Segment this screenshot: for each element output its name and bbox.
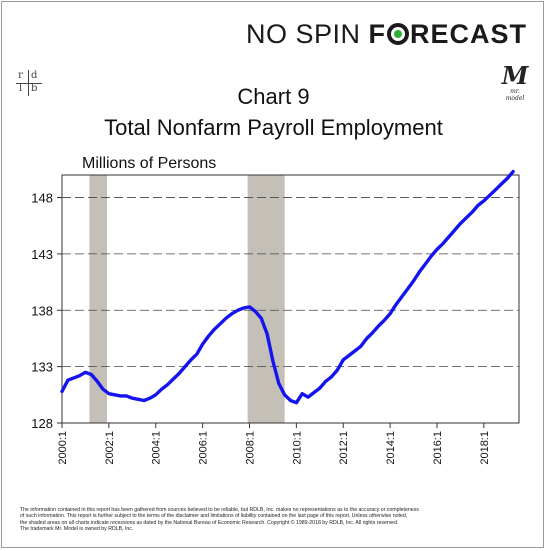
target-icon (387, 23, 410, 45)
y-tick-label: 148 (31, 191, 53, 206)
x-tick-label: 2004:1 (151, 431, 163, 465)
x-tick-label: 2006:1 (198, 431, 210, 465)
series-line-payroll (60, 169, 515, 405)
disclaimer: The information contained in this report… (20, 507, 532, 533)
rdlb-l: l (19, 83, 23, 94)
x-tick-label: 2008:1 (244, 431, 256, 465)
y-tick-label: 143 (31, 247, 53, 262)
y-ticks: 128 133 138 143 148 (31, 191, 62, 431)
x-tick-label: 2000:1 (57, 431, 69, 465)
disclaimer-line: of such information. This report is furt… (20, 513, 408, 520)
x-tick-label: 2016:1 (432, 431, 444, 465)
x-ticks: 2000:1 2002:1 2004:1 2006:1 2008:1 2010:1 2012… (57, 423, 491, 465)
recession-band (89, 175, 107, 423)
rdlb-logo-icon: r d l b (16, 70, 42, 96)
grid-lines (62, 197, 519, 368)
mr-model-logo-icon: M mr. model (500, 61, 530, 103)
brand-part2: F RECAST (369, 19, 528, 49)
rdlb-r: r (18, 70, 23, 81)
brand-logo: NO SPIN F RECAST (246, 19, 527, 59)
recession-shading (89, 175, 285, 423)
chart-subtitle: Total Nonfarm Payroll Employment (104, 115, 443, 140)
y-tick-label: 138 (31, 303, 53, 318)
chart-title: Chart 9 (237, 84, 310, 109)
disclaimer-line: the shaded areas on all charts indicate … (20, 519, 399, 526)
plot-border (61, 174, 520, 424)
rdlb-b: b (31, 83, 38, 94)
x-tick-label: 2018:1 (479, 431, 491, 465)
brand-part2-pre: F (368, 19, 387, 49)
x-tick-label: 2014:1 (385, 431, 397, 465)
x-tick-label: 2012:1 (338, 431, 350, 465)
mr-model-mark: M (501, 61, 529, 90)
y-tick-label: 128 (31, 416, 53, 431)
brand-part1: NO SPIN (246, 19, 361, 49)
y-tick-label: 133 (31, 360, 53, 375)
disclaimer-line: The information contained in this report… (20, 507, 419, 513)
x-tick-label: 2002:1 (104, 431, 116, 465)
disclaimer-line: The trademark Mr. Model is owned by RDLB… (20, 526, 134, 533)
mr-model-text: mr. model (505, 88, 525, 102)
rdlb-d: d (31, 70, 38, 81)
x-tick-label: 2010:1 (291, 431, 303, 465)
y-axis-label: Millions of Persons (82, 155, 217, 172)
brand-part2-post: RECAST (410, 19, 528, 49)
